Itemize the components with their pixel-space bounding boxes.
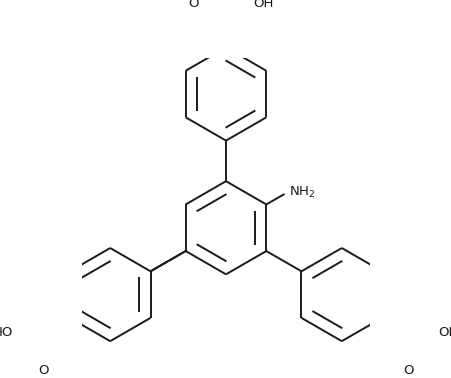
Text: OH: OH xyxy=(437,327,451,339)
Text: HO: HO xyxy=(0,327,14,339)
Text: NH$_2$: NH$_2$ xyxy=(288,185,315,200)
Text: O: O xyxy=(188,0,198,10)
Text: OH: OH xyxy=(253,0,273,10)
Text: O: O xyxy=(38,364,49,377)
Text: O: O xyxy=(402,364,413,377)
